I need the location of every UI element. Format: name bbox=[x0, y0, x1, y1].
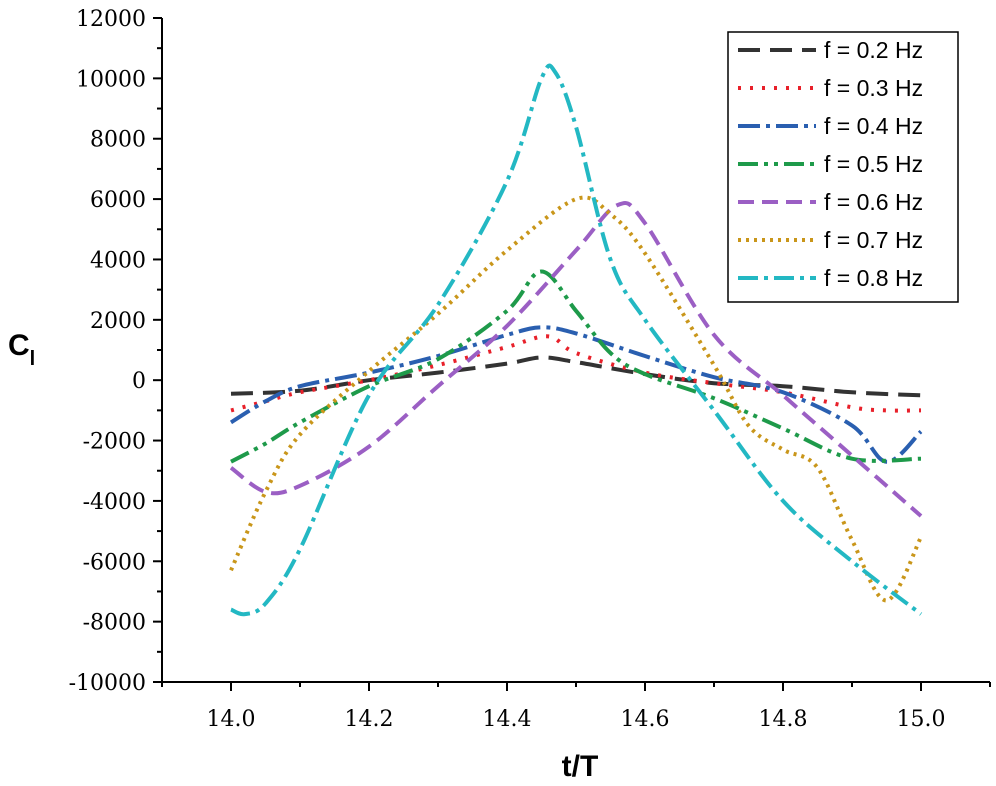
y-tick-label: 2000 bbox=[90, 309, 146, 334]
series-line-6 bbox=[229, 195, 923, 603]
y-axis-title-main: C bbox=[8, 329, 30, 362]
legend-label-7: f = 0.8 Hz bbox=[824, 265, 923, 291]
legend-label-1: f = 0.2 Hz bbox=[824, 37, 923, 63]
series-line-4 bbox=[230, 269, 922, 464]
y-tick-label: -4000 bbox=[83, 490, 146, 515]
series-layer bbox=[229, 63, 923, 617]
x-tick-label: 14.4 bbox=[483, 707, 532, 732]
legend: f = 0.2 Hz f = 0.3 Hz f = 0.4 Hz f = 0.5 Hz… bbox=[727, 31, 959, 303]
y-axis-title: Cl bbox=[8, 329, 35, 370]
y-tick-label: -8000 bbox=[83, 611, 146, 636]
x-tick-label: 14.8 bbox=[759, 707, 808, 732]
y-tick-label: -2000 bbox=[83, 430, 146, 455]
x-axis-title: t/T bbox=[562, 750, 599, 783]
legend-label-2: f = 0.3 Hz bbox=[824, 75, 923, 101]
x-tick-label: 15.0 bbox=[897, 707, 946, 732]
y-tick-label: 0 bbox=[132, 369, 146, 394]
legend-label-6: f = 0.7 Hz bbox=[824, 227, 923, 253]
legend-label-3: f = 0.4 Hz bbox=[824, 113, 923, 139]
y-axis-title-sub: l bbox=[30, 348, 36, 370]
y-tick-label: 4000 bbox=[90, 248, 146, 273]
series-line-3 bbox=[229, 325, 923, 464]
x-tick-label: 14.0 bbox=[207, 707, 256, 732]
series-line-7 bbox=[230, 63, 923, 617]
axes-layer: -10000 -8000 -6000 -4000 -2000 0 2000 4000 6000 8… bbox=[69, 7, 991, 732]
legend-label-5: f = 0.6 Hz bbox=[824, 189, 923, 215]
legend-box bbox=[727, 31, 959, 303]
series-line-5 bbox=[229, 200, 923, 518]
x-tick-label: 14.2 bbox=[345, 707, 394, 732]
y-tick-label: 6000 bbox=[90, 188, 146, 213]
y-tick-label: 10000 bbox=[76, 67, 146, 92]
y-tick-label: -6000 bbox=[83, 550, 146, 575]
y-tick-label: -10000 bbox=[69, 671, 146, 696]
legend-label-4: f = 0.5 Hz bbox=[824, 151, 923, 177]
y-tick-label: 8000 bbox=[90, 128, 146, 153]
x-tick-label: 14.6 bbox=[621, 707, 670, 732]
y-tick-label: 12000 bbox=[76, 7, 146, 32]
